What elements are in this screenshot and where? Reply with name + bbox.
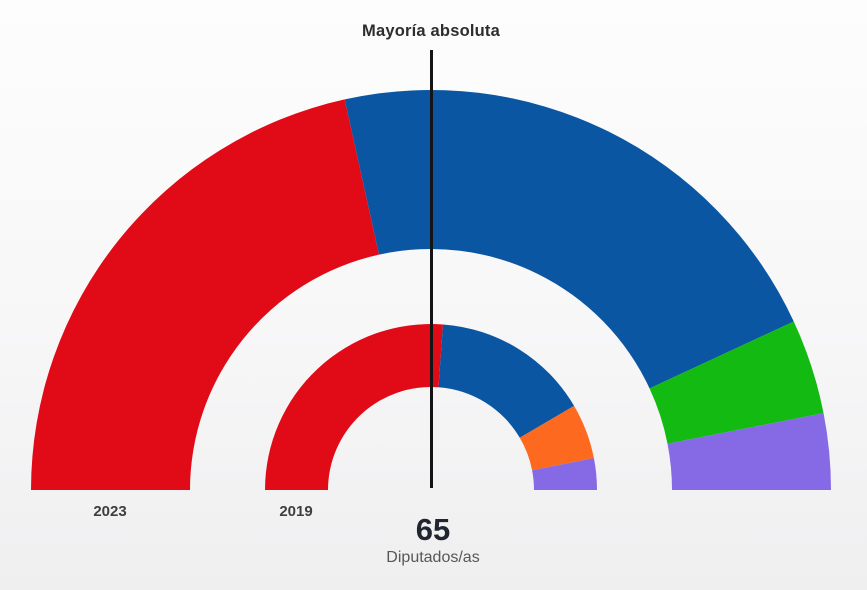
segment-2019-orange xyxy=(519,405,594,471)
total-seats-label: Diputados/as xyxy=(386,549,480,566)
segment-2019-blue xyxy=(438,324,575,438)
ring-label-2023: 2023 xyxy=(93,503,127,520)
segment-2019-red xyxy=(265,324,444,490)
segment-2023-purple xyxy=(667,413,832,490)
segment-2019-purple xyxy=(532,458,597,490)
total-seats-value: 65 xyxy=(415,512,451,547)
majority-line-label: Mayoría absoluta xyxy=(362,22,500,40)
segment-2023-green xyxy=(649,321,824,444)
ring-label-2019: 2019 xyxy=(279,503,313,520)
segment-2023-red xyxy=(31,99,379,491)
segment-2023-blue xyxy=(344,89,794,389)
